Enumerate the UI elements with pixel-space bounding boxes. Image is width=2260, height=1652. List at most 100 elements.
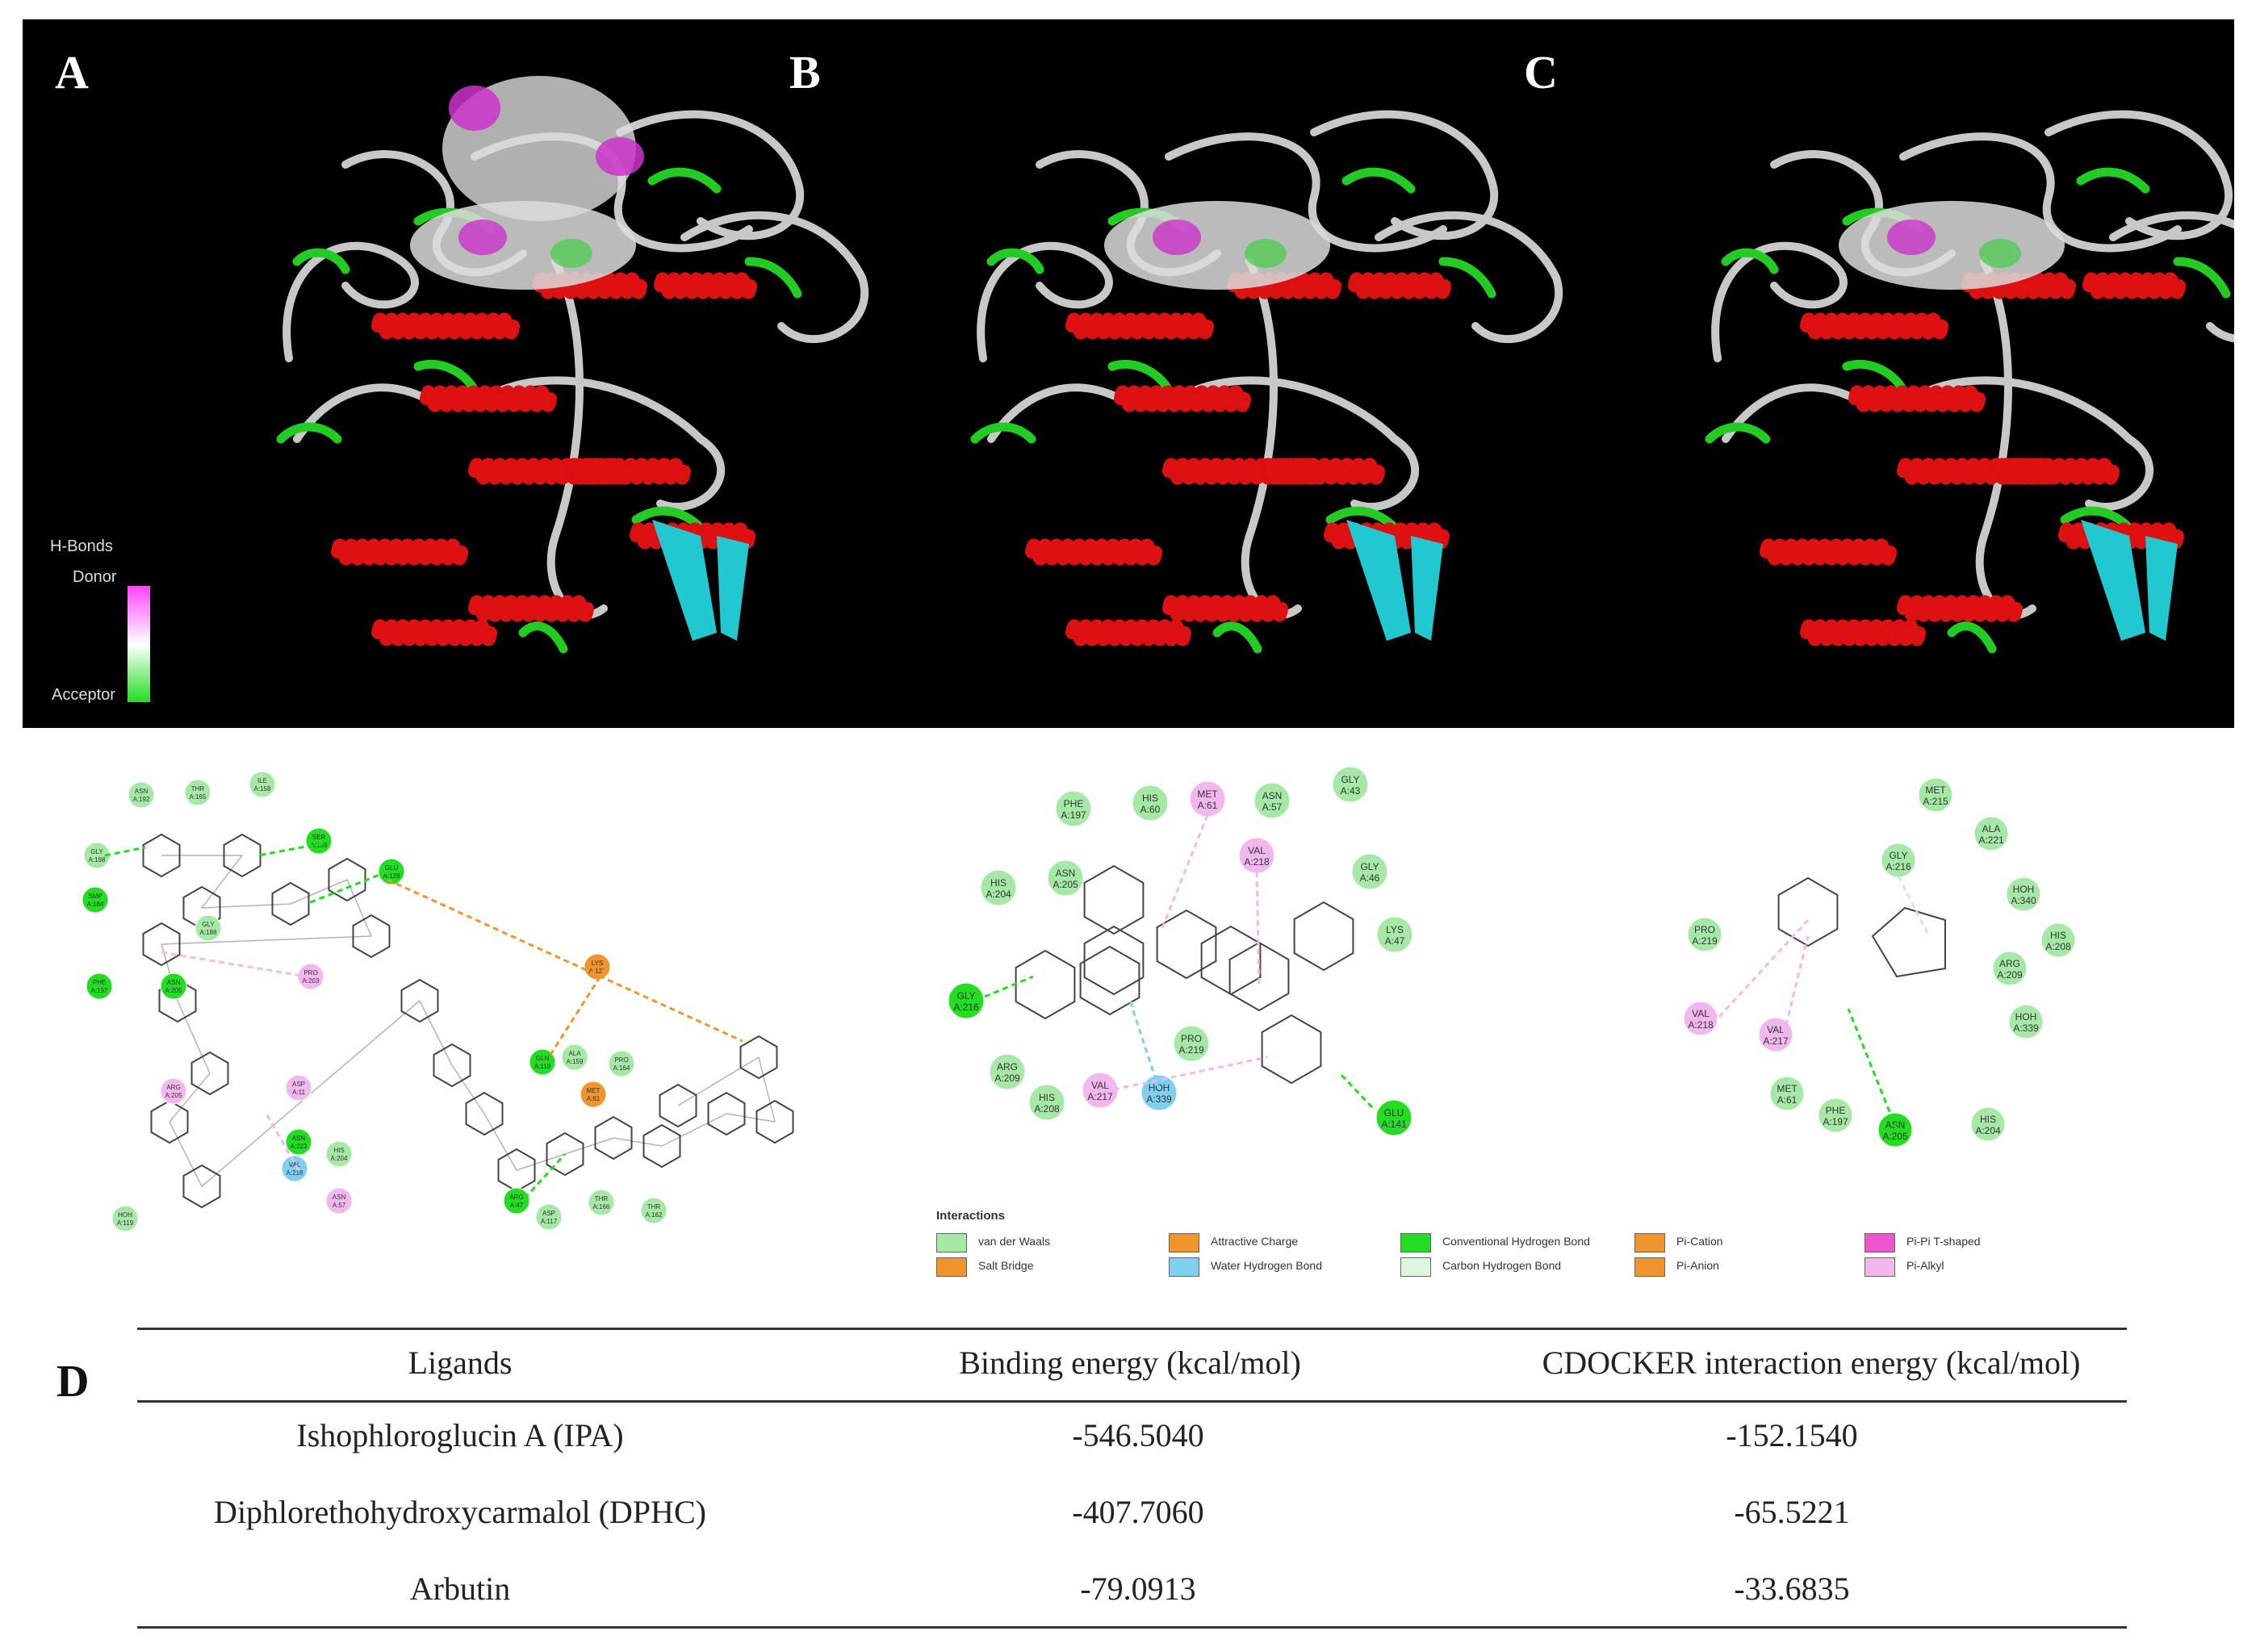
interaction-line: [265, 1113, 300, 1171]
residue-circle: [1877, 1112, 1913, 1148]
residue-circle: [1758, 1017, 1793, 1052]
residue-label: GLN: [536, 1055, 550, 1062]
turn-segment: [647, 167, 722, 194]
residue-circle: [1140, 1074, 1178, 1111]
helix-ribbon: [1065, 312, 1214, 340]
ring: [1261, 1014, 1322, 1085]
ring: [158, 978, 197, 1023]
helix-ribbon: [1994, 458, 2120, 485]
helix-ribbon: [468, 595, 594, 622]
residue-label: A:159: [567, 1058, 584, 1065]
residue-label: A:128: [383, 872, 400, 880]
residue-circle: [86, 972, 113, 1000]
residue-label: A:209: [1997, 969, 2023, 981]
table-cell-binding-energy: -79.0913: [1080, 1570, 1196, 1607]
turn-segment: [2076, 167, 2150, 194]
residue-label: A:119: [117, 1219, 134, 1227]
residue-label: PRO: [303, 969, 317, 977]
residue-label: A:221: [1978, 834, 2004, 846]
turn-segment: [1705, 422, 1771, 444]
turn-segment: [1947, 621, 1997, 654]
residue-label: A:46: [1360, 872, 1380, 884]
ring: [465, 1091, 504, 1136]
ligand-surface: [1839, 201, 2065, 290]
residue-label: A:117: [541, 1218, 558, 1225]
ring: [223, 833, 262, 878]
turn-segment: [1438, 257, 1496, 299]
legend-swatch: [1864, 1233, 1895, 1253]
residue-label: ASP: [542, 1210, 555, 1217]
table-cell-cdocker-energy: -33.6835: [1734, 1570, 1850, 1607]
legend-label: Attractive Charge: [1211, 1235, 1299, 1248]
ring-link: [564, 1137, 614, 1155]
residue-circle: [285, 1128, 312, 1156]
residue-label: A:205: [1053, 879, 1078, 890]
residue-label: A:198: [89, 856, 106, 864]
table-cell-ligand: Ishophloroglucin A (IPA): [296, 1417, 624, 1453]
residue-label: PHE: [1826, 1105, 1846, 1116]
legend-swatch: [1400, 1257, 1431, 1277]
residue-label: A:215: [1923, 796, 1948, 807]
protein-renderings: [276, 76, 2260, 654]
residue-circle: [305, 827, 333, 855]
ring-link: [677, 1056, 760, 1106]
residue-label: A:205: [165, 1092, 182, 1099]
acceptor-patch: [1979, 239, 2021, 268]
table-top-rule: [137, 1328, 2127, 1330]
coil-strand: [1165, 132, 1447, 253]
helix-ribbon: [1800, 619, 1926, 646]
residue-label: PRO: [614, 1056, 628, 1064]
residue-circle: [82, 886, 109, 914]
legend-swatch: [936, 1257, 967, 1277]
residue-label: A:188: [200, 929, 217, 936]
residue-label: ASN: [292, 1135, 306, 1142]
acceptor-patch: [550, 239, 592, 268]
ring-link: [516, 1153, 566, 1171]
panel-label-a: A: [55, 46, 89, 98]
residue-label: A:184: [87, 901, 104, 908]
donor-patch: [1887, 220, 1936, 255]
residue-label: PRO: [1694, 924, 1715, 935]
legend-label: Salt Bridge: [978, 1259, 1034, 1272]
residue-circle: [1918, 777, 1953, 813]
residue-label: A:223: [291, 1143, 308, 1150]
interaction-line: [306, 870, 388, 905]
residue-label: SER: [312, 834, 326, 841]
ring: [400, 978, 439, 1023]
residue-circle: [608, 1050, 635, 1077]
panel-label-c: C: [1524, 46, 1558, 98]
residue-label: HIS: [990, 877, 1007, 889]
residue-label: ARG: [1999, 958, 2020, 969]
helix-ribbon: [1800, 312, 1948, 340]
ring-link: [613, 1137, 663, 1147]
residue-label: ASN: [1056, 868, 1076, 879]
helix-ribbon: [1162, 595, 1288, 622]
residue-label: A:119: [534, 1063, 551, 1070]
residue-circle: [1687, 917, 1722, 952]
residue-label: A:197: [1061, 809, 1086, 821]
residue-label: ASP: [292, 1081, 305, 1088]
residue-label: HOH: [118, 1211, 132, 1219]
residue-label: A:204: [986, 889, 1011, 900]
residue-circle: [989, 1053, 1026, 1090]
residue-label: THR: [191, 785, 205, 793]
ring: [1079, 945, 1140, 1016]
residue-label: HOH: [2015, 1011, 2037, 1023]
residue-label: HIS: [1039, 1092, 1055, 1103]
residue-label: GLU: [385, 864, 399, 872]
residue-label: HIS: [1142, 793, 1158, 804]
residue-label: GLY: [1360, 861, 1379, 872]
